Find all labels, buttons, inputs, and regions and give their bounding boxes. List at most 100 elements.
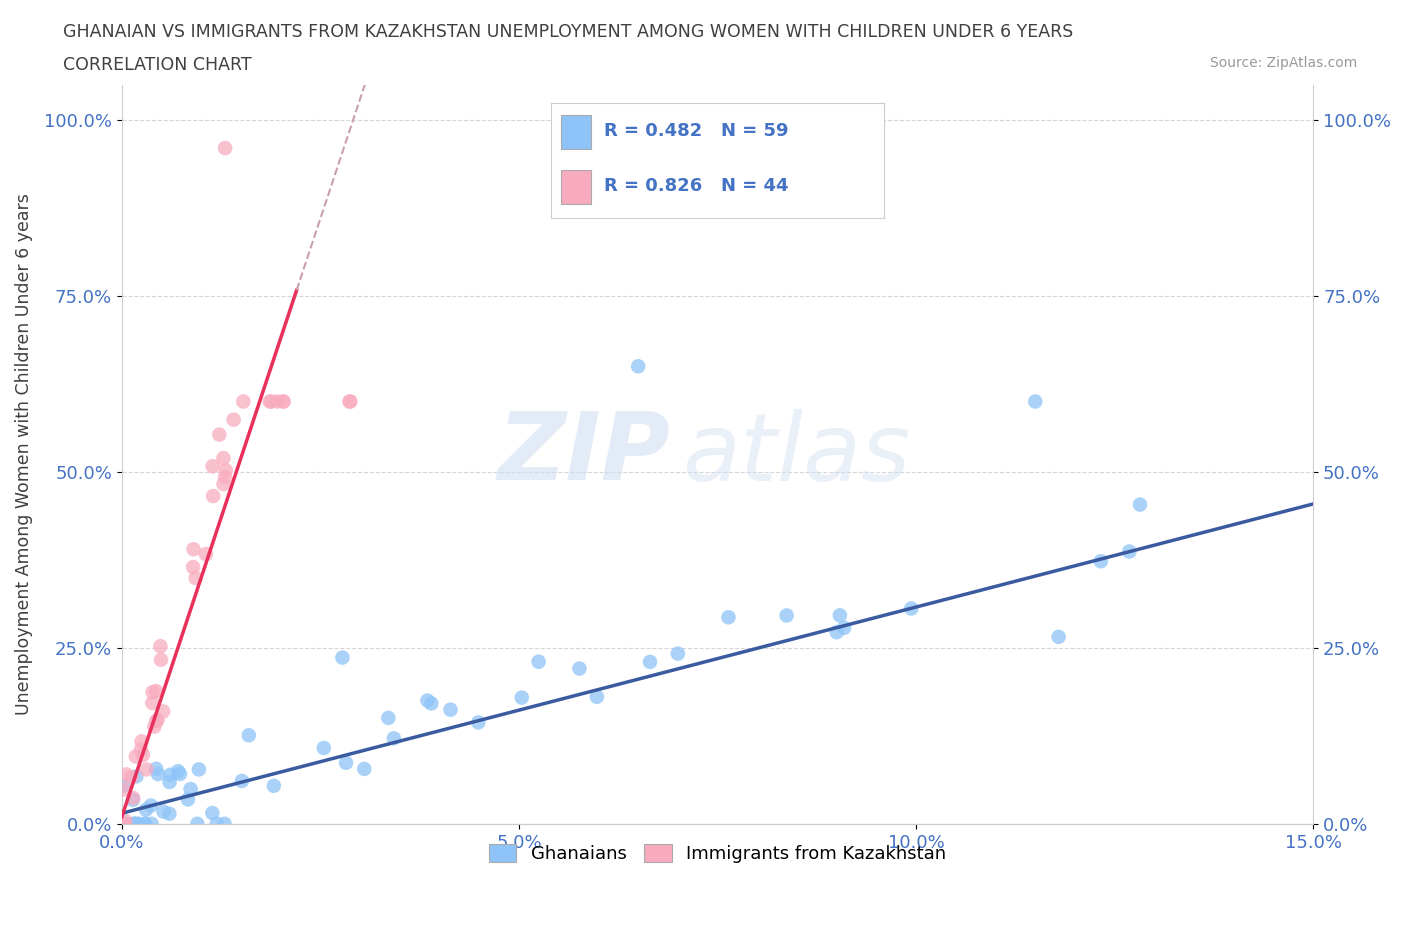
Point [141,696,163,711]
Point [149,652,172,667]
Point [420,696,443,711]
Point [332,650,354,665]
Text: ZIP: ZIP [498,408,669,500]
Point [131,734,153,749]
Point [180,781,202,796]
Point [111,817,134,831]
Point [122,792,145,807]
Point [121,770,143,785]
Point [231,774,253,789]
Point [152,804,174,819]
Point [259,394,281,409]
Point [122,817,145,831]
Point [114,814,136,829]
Point [134,817,156,831]
Point [184,571,207,586]
Point [312,740,335,755]
Point [214,140,236,155]
Point [263,778,285,793]
Point [238,728,260,743]
Point [181,560,204,575]
Point [467,715,489,730]
Point [232,394,254,409]
Point [439,702,461,717]
Point [568,661,591,676]
Point [215,463,238,478]
Point [145,684,167,698]
Point [135,762,157,777]
Point [122,790,145,805]
Point [638,655,661,670]
Text: GHANAIAN VS IMMIGRANTS FROM KAZAKHSTAN UNEMPLOYMENT AMONG WOMEN WITH CHILDREN UN: GHANAIAN VS IMMIGRANTS FROM KAZAKHSTAN U… [63,23,1074,41]
Point [825,625,848,640]
Point [353,762,375,777]
Point [202,488,225,503]
Point [187,762,209,777]
Point [1118,544,1140,559]
Point [159,775,181,790]
Point [112,782,135,797]
Point [186,817,208,831]
Point [260,394,283,409]
Point [201,458,224,473]
Point [122,817,145,831]
Point [666,646,689,661]
Point [142,684,165,699]
Point [1129,498,1152,512]
Point [1047,630,1070,644]
Point [717,610,740,625]
Point [335,755,357,770]
Point [143,719,166,734]
Point [586,689,609,704]
Point [222,412,245,427]
Text: Source: ZipAtlas.com: Source: ZipAtlas.com [1209,56,1357,70]
Point [627,359,650,374]
Point [212,451,235,466]
Point [337,394,360,409]
Point [125,817,148,831]
Point [157,806,180,821]
Point [266,394,288,409]
Point [167,764,190,778]
Point [382,731,405,746]
Point [201,805,224,820]
Point [208,427,231,442]
Text: CORRELATION CHART: CORRELATION CHART [63,56,252,73]
Point [146,766,169,781]
Point [152,704,174,719]
Point [129,742,152,757]
Point [139,798,162,813]
Point [149,639,172,654]
Y-axis label: Unemployment Among Women with Children Under 6 years: Unemployment Among Women with Children U… [15,193,32,715]
Point [339,394,361,409]
Point [527,655,550,670]
Point [510,690,533,705]
Point [128,817,150,831]
Point [134,817,156,831]
Point [115,817,138,831]
Point [273,394,295,409]
Point [141,817,163,831]
Point [416,693,439,708]
Point [212,476,235,491]
Point [1024,394,1046,409]
Point [169,766,191,781]
Point [159,767,181,782]
Text: atlas: atlas [682,409,910,499]
Point [146,712,169,727]
Point [214,470,236,485]
Point [775,608,797,623]
Point [900,601,922,616]
Point [194,547,217,562]
Point [271,394,294,409]
Point [1090,553,1112,568]
Point [135,803,157,817]
Point [132,748,155,763]
Point [832,620,855,635]
Point [177,792,200,807]
Point [125,749,148,764]
Point [115,767,138,782]
Point [112,817,135,831]
Point [112,778,135,793]
Point [828,608,851,623]
